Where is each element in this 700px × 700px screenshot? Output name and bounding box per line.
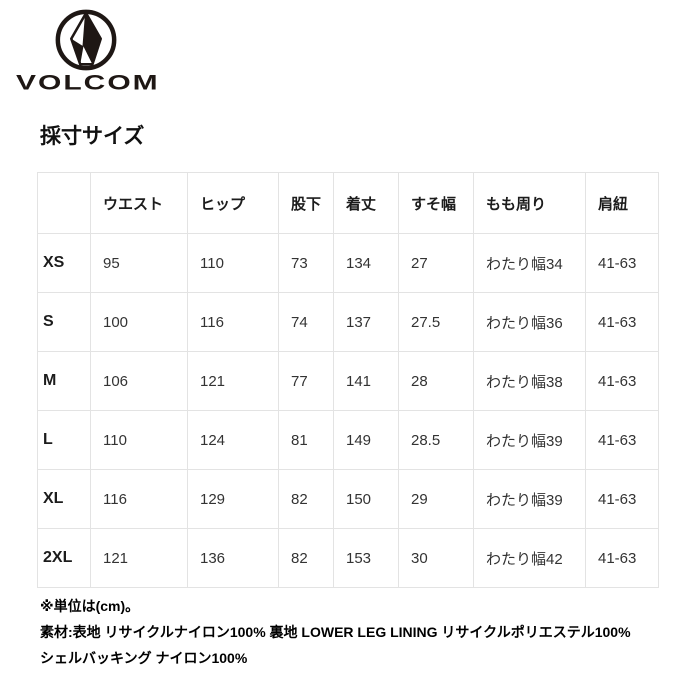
column-header: ウエスト (90, 172, 188, 234)
measurement-cell: 100 (90, 292, 188, 352)
table-row: XS 95 110 73 134 27 わたり幅34 41-63 (37, 233, 659, 293)
measurement-cell: 41-63 (585, 410, 659, 470)
measurement-cell: 41-63 (585, 233, 659, 293)
measurement-cell: 77 (278, 351, 334, 411)
measurement-cell: わたり幅39 (473, 469, 586, 529)
size-label: L (37, 410, 91, 470)
column-header: 股下 (278, 172, 334, 234)
measurement-cell: 28 (398, 351, 474, 411)
page-title: 採寸サイズ (40, 125, 145, 148)
volcom-stone-icon (55, 9, 117, 71)
measurement-cell: 29 (398, 469, 474, 529)
table-row: L 110 124 81 149 28.5 わたり幅39 41-63 (37, 410, 659, 470)
measurement-cell: 116 (90, 469, 188, 529)
header-row: ウエスト ヒップ 股下 着丈 すそ幅 もも周り 肩紐 (37, 172, 659, 234)
size-table-head: ウエスト ヒップ 股下 着丈 すそ幅 もも周り 肩紐 (37, 172, 659, 234)
table-row: M 106 121 77 141 28 わたり幅38 41-63 (37, 351, 659, 411)
measurement-cell: 41-63 (585, 351, 659, 411)
table-row: XL 116 129 82 150 29 わたり幅39 41-63 (37, 469, 659, 529)
measurement-cell: 141 (333, 351, 399, 411)
column-header: もも周り (473, 172, 586, 234)
column-header: 着丈 (333, 172, 399, 234)
measurement-cell: わたり幅42 (473, 528, 586, 588)
measurement-cell: 106 (90, 351, 188, 411)
column-header: ヒップ (187, 172, 279, 234)
measurement-cell: 28.5 (398, 410, 474, 470)
measurement-cell: 27 (398, 233, 474, 293)
column-header: すそ幅 (398, 172, 474, 234)
measurement-cell: わたり幅34 (473, 233, 586, 293)
footnotes: ※単位は(cm)。 素材:表地 リサイクルナイロン100% 裏地 LOWER L… (40, 598, 680, 676)
measurement-cell: 74 (278, 292, 334, 352)
measurement-cell: 129 (187, 469, 279, 529)
measurement-cell: 136 (187, 528, 279, 588)
measurement-cell: 73 (278, 233, 334, 293)
measurement-cell: わたり幅36 (473, 292, 586, 352)
measurement-cell: 41-63 (585, 292, 659, 352)
measurement-cell: 82 (278, 528, 334, 588)
measurement-cell: 41-63 (585, 528, 659, 588)
measurement-cell: 121 (90, 528, 188, 588)
measurement-cell: 95 (90, 233, 188, 293)
size-label: M (37, 351, 91, 411)
measurement-cell: 121 (187, 351, 279, 411)
measurement-cell: 110 (90, 410, 188, 470)
size-label: XS (37, 233, 91, 293)
material-note-line1: 素材:表地 リサイクルナイロン100% 裏地 LOWER LEG LINING … (40, 624, 631, 640)
measurement-cell: 149 (333, 410, 399, 470)
brand-wordmark: VOLCOM (16, 71, 160, 95)
unit-note: ※単位は(cm)。 (40, 598, 140, 614)
size-table-body: XS 95 110 73 134 27 わたり幅34 41-63 S 100 116 74 137 27.… (37, 233, 659, 588)
measurement-cell: 82 (278, 469, 334, 529)
size-column-header (37, 172, 91, 234)
size-table: ウエスト ヒップ 股下 着丈 すそ幅 もも周り 肩紐 XS 95 110 73 134 27 わたり幅3… (37, 172, 659, 588)
material-note-line2: シェルバッキング ナイロン100% (40, 650, 248, 666)
size-label: S (37, 292, 91, 352)
measurement-cell: 41-63 (585, 469, 659, 529)
measurement-cell: 137 (333, 292, 399, 352)
column-header: 肩紐 (585, 172, 659, 234)
measurement-cell: 124 (187, 410, 279, 470)
measurement-cell: 27.5 (398, 292, 474, 352)
measurement-cell: わたり幅39 (473, 410, 586, 470)
measurement-cell: 30 (398, 528, 474, 588)
measurement-cell: 81 (278, 410, 334, 470)
measurement-cell: わたり幅38 (473, 351, 586, 411)
table-row: S 100 116 74 137 27.5 わたり幅36 41-63 (37, 292, 659, 352)
measurement-cell: 116 (187, 292, 279, 352)
measurement-cell: 134 (333, 233, 399, 293)
size-label: XL (37, 469, 91, 529)
table-row: 2XL 121 136 82 153 30 わたり幅42 41-63 (37, 528, 659, 588)
size-label: 2XL (37, 528, 91, 588)
measurement-cell: 153 (333, 528, 399, 588)
measurement-cell: 110 (187, 233, 279, 293)
measurement-cell: 150 (333, 469, 399, 529)
